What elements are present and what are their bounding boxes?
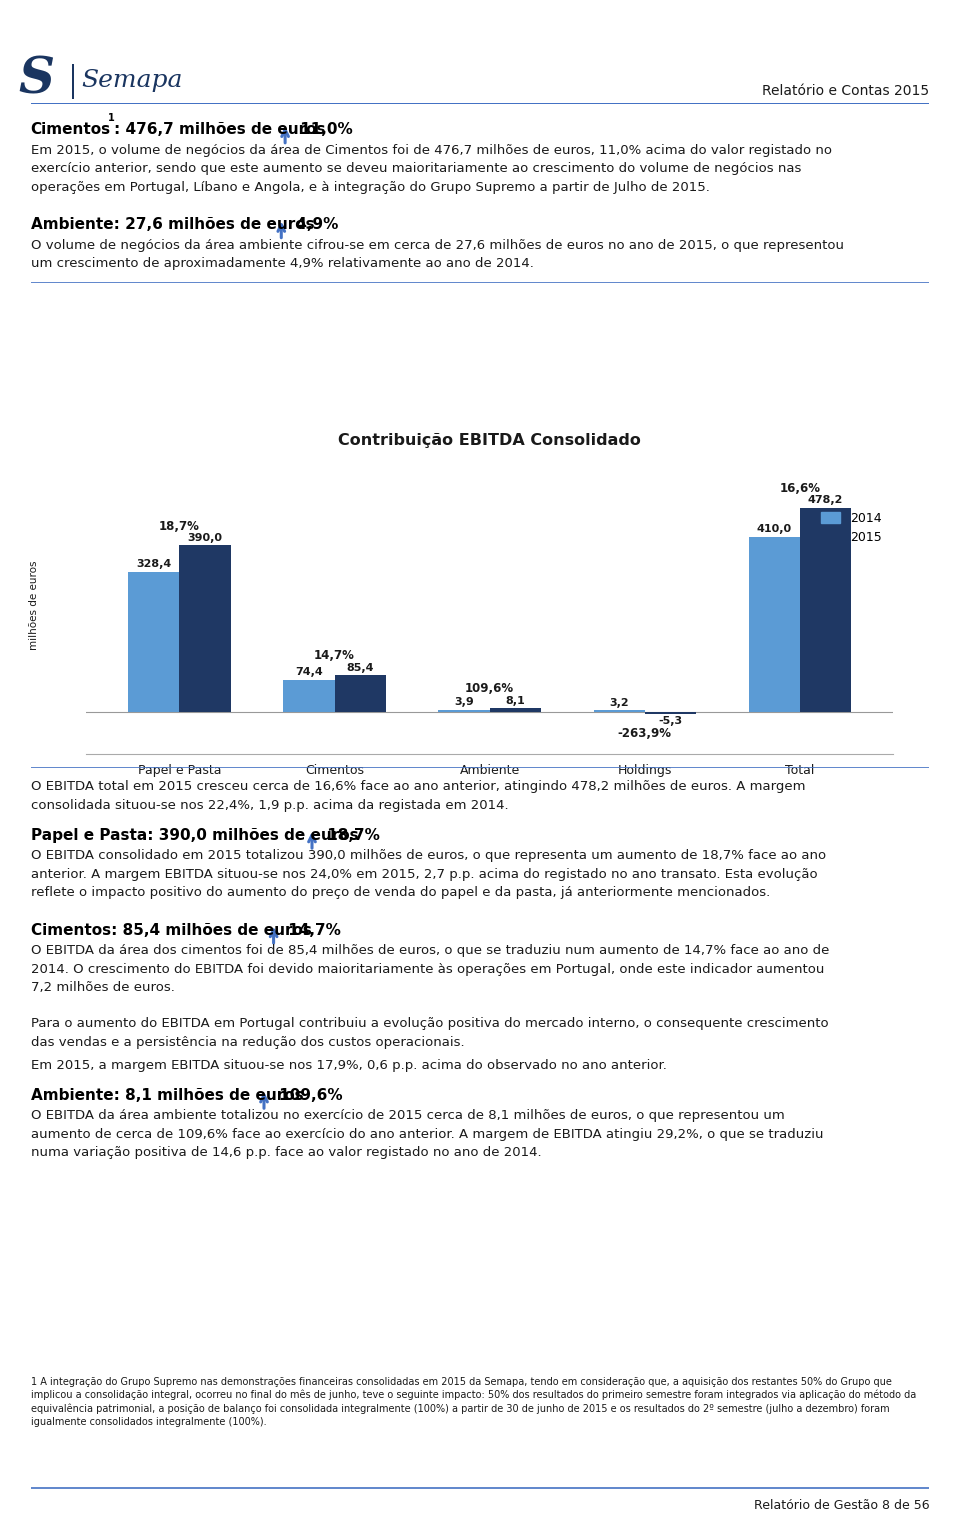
- Text: S: S: [18, 55, 55, 104]
- Text: Relatório e Contas 2015: Relatório e Contas 2015: [762, 84, 929, 98]
- Text: milhões de euros: milhões de euros: [29, 560, 39, 650]
- Bar: [490, 708, 540, 711]
- Text: O EBITDA da área ambiente totalizou no exercício de 2015 cerca de 8,1 milhões de: O EBITDA da área ambiente totalizou no e…: [31, 1109, 824, 1160]
- Text: 3,2: 3,2: [610, 698, 629, 708]
- Text: O volume de negócios da área ambiente cifrou-se em cerca de 27,6 milhões de euro: O volume de negócios da área ambiente ci…: [31, 239, 844, 271]
- Bar: [283, 679, 334, 711]
- Bar: [439, 710, 490, 711]
- Text: 18,7%: 18,7%: [322, 828, 379, 843]
- Text: Em 2015, a margem EBITDA situou-se nos 17,9%, 0,6 p.p. acima do observado no ano: Em 2015, a margem EBITDA situou-se nos 1…: [31, 1059, 666, 1071]
- Text: 14,7%: 14,7%: [314, 649, 355, 662]
- Text: 14,7%: 14,7%: [283, 923, 341, 938]
- Text: 109,6%: 109,6%: [274, 1088, 342, 1103]
- Text: 3,9: 3,9: [454, 698, 474, 707]
- Text: Ambiente: 27,6 milhões de euros: Ambiente: 27,6 milhões de euros: [31, 217, 314, 233]
- Bar: [749, 537, 800, 711]
- Text: Ambiente: 8,1 milhões de euros: Ambiente: 8,1 milhões de euros: [31, 1088, 303, 1103]
- Bar: [129, 572, 180, 711]
- Text: Papel e Pasta: 390,0 milhões de euros: Papel e Pasta: 390,0 milhões de euros: [31, 828, 358, 843]
- Text: Cimentos: Cimentos: [31, 122, 110, 138]
- Text: Cimentos: 85,4 milhões de euros: Cimentos: 85,4 milhões de euros: [31, 923, 312, 938]
- Text: 85,4: 85,4: [347, 662, 373, 673]
- Text: 1 A integração do Grupo Supremo nas demonstrações financeiras consolidadas em 20: 1 A integração do Grupo Supremo nas demo…: [31, 1377, 916, 1427]
- Text: Relatório de Gestão 8 de 56: Relatório de Gestão 8 de 56: [754, 1499, 929, 1512]
- Text: 11,0%: 11,0%: [295, 122, 352, 138]
- Text: 74,4: 74,4: [295, 667, 323, 678]
- Text: 478,2: 478,2: [807, 496, 843, 505]
- Bar: [645, 711, 696, 715]
- Legend: 2014, 2015: 2014, 2015: [816, 506, 886, 549]
- Bar: [334, 675, 386, 711]
- Text: 390,0: 390,0: [187, 532, 223, 543]
- Bar: [800, 508, 851, 711]
- Text: 109,6%: 109,6%: [465, 682, 515, 696]
- Text: 328,4: 328,4: [136, 558, 172, 569]
- Text: O EBITDA da área dos cimentos foi de 85,4 milhões de euros, o que se traduziu nu: O EBITDA da área dos cimentos foi de 85,…: [31, 944, 829, 994]
- Text: 8,1: 8,1: [505, 696, 525, 705]
- Text: 1: 1: [108, 113, 114, 124]
- Text: : 476,7 milhões de euros: : 476,7 milhões de euros: [114, 122, 325, 138]
- Text: O EBITDA total em 2015 cresceu cerca de 16,6% face ao ano anterior, atingindo 47: O EBITDA total em 2015 cresceu cerca de …: [31, 780, 805, 812]
- Text: 4,9%: 4,9%: [291, 217, 338, 233]
- Text: 410,0: 410,0: [756, 525, 792, 534]
- Text: 18,7%: 18,7%: [159, 520, 200, 532]
- Text: Semapa: Semapa: [82, 69, 183, 92]
- Text: Para o aumento do EBITDA em Portugal contribuiu a evolução positiva do mercado i: Para o aumento do EBITDA em Portugal con…: [31, 1017, 828, 1050]
- Title: Contribuição EBITDA Consolidado: Contribuição EBITDA Consolidado: [338, 433, 641, 448]
- Bar: [180, 546, 230, 711]
- Text: -263,9%: -263,9%: [617, 727, 672, 739]
- Text: O EBITDA consolidado em 2015 totalizou 390,0 milhões de euros, o que representa : O EBITDA consolidado em 2015 totalizou 3…: [31, 849, 826, 900]
- Text: 16,6%: 16,6%: [780, 482, 820, 496]
- Text: Em 2015, o volume de negócios da área de Cimentos foi de 476,7 milhões de euros,: Em 2015, o volume de negócios da área de…: [31, 144, 831, 194]
- Text: -5,3: -5,3: [659, 716, 683, 727]
